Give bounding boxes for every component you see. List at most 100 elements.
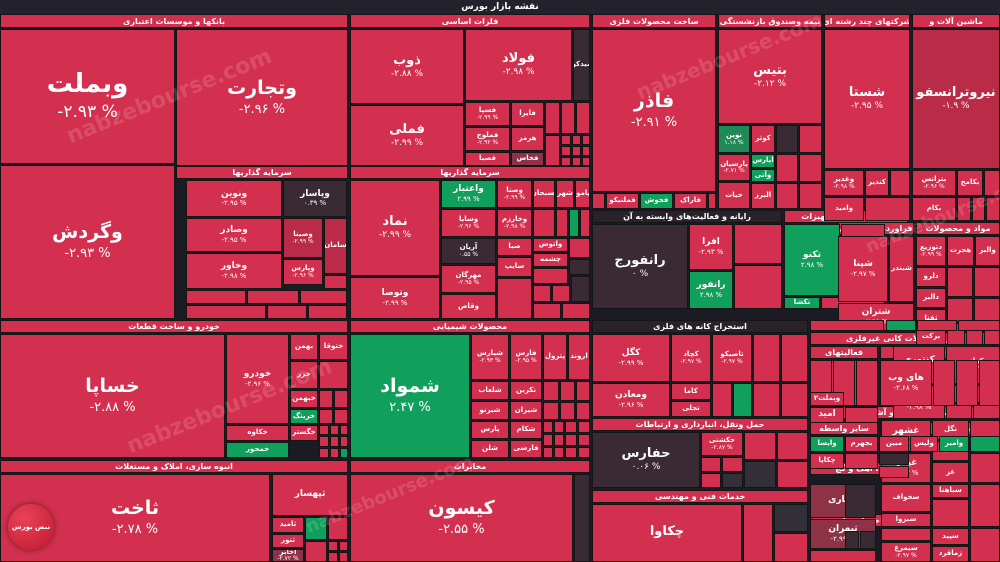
tile-tel-misc-1[interactable] — [574, 474, 590, 562]
tile-chem-misc-3[interactable] — [576, 381, 590, 401]
tile-mat-misc-4[interactable] — [974, 298, 1000, 322]
sector-header-activities[interactable]: فعالیتهای — [810, 346, 878, 359]
tile-namad[interactable]: نماد -۲.۹۹ % — [350, 180, 440, 276]
tile-br-misc-1[interactable] — [845, 484, 876, 518]
tile-nirootransfo[interactable]: نیروترانسفو -۱.۹ % — [912, 29, 1000, 169]
tile-bekam[interactable]: بکام — [912, 197, 956, 221]
tile-inv-misc-7[interactable] — [569, 259, 590, 275]
tile-auto-misc-13[interactable] — [330, 448, 339, 458]
tile-chem-misc-4[interactable] — [543, 402, 559, 420]
tile-tr-misc-4[interactable] — [722, 473, 743, 488]
tile-fazar[interactable]: فاذر -۲.۹۱ % — [592, 29, 716, 192]
tile-kisson[interactable]: چکاوا — [592, 504, 742, 562]
tile-chem-misc-12[interactable] — [554, 434, 564, 446]
tile-nm-misc-3[interactable] — [946, 404, 972, 419]
sector-header-investment[interactable]: سرمایه گذاریها — [176, 166, 348, 179]
tile-inv-misc-3[interactable] — [569, 209, 579, 237]
tile-chem-misc-18[interactable] — [578, 447, 590, 458]
tile-arian[interactable]: آریان ۰.۵۵ % — [441, 238, 496, 264]
tile-mehregan[interactable]: مهرگان -۲.۹۵ % — [441, 265, 496, 293]
tile-auto-misc-11[interactable] — [340, 436, 348, 447]
tile-chem-misc-16[interactable] — [554, 447, 564, 458]
tile-chem-misc-8[interactable] — [554, 421, 564, 433]
tile-food-misc-2[interactable] — [970, 453, 1000, 483]
tile-betarans[interactable]: بترانس -۲.۹۶ % — [912, 170, 956, 196]
tile-hefars[interactable]: حفارس ۰.۰۶ % — [592, 432, 700, 488]
tile-sabahena[interactable]: سباهنا — [932, 484, 969, 498]
sector-header-chemicals[interactable]: محصولات شیمیایی — [350, 320, 590, 333]
tile-mobin[interactable]: ولیس — [910, 436, 938, 452]
sector-header-basemetals[interactable]: فلزات اساسی — [350, 14, 590, 28]
tile-br-misc-3[interactable] — [860, 531, 876, 549]
tile-hormoz[interactable]: هرمز — [511, 127, 544, 151]
tile-inv-misc-4[interactable] — [580, 209, 590, 237]
tile-vagardesh[interactable]: وگردش -۲.۹۳ % — [0, 165, 175, 319]
tile-vatoos[interactable]: واتوس — [533, 238, 568, 252]
tile-basobhan[interactable]: بسبحان — [533, 180, 555, 208]
tile-khazar[interactable]: خزر — [290, 361, 318, 389]
tile-valber[interactable]: والبر — [975, 236, 1000, 266]
tile-ins-misc-5[interactable] — [776, 183, 798, 209]
sector-header-materials[interactable]: مواد و محصولات — [916, 222, 1000, 235]
tile-khamehvar[interactable]: خمحور — [226, 442, 289, 458]
tile-inv-misc-10[interactable] — [552, 285, 570, 302]
tile-shekam[interactable]: شکام — [510, 421, 542, 439]
tile-ins-misc-4[interactable] — [799, 154, 822, 182]
tile-re-misc-3[interactable] — [305, 541, 327, 562]
tile-tr-misc-7[interactable] — [777, 432, 808, 460]
tile-farak[interactable]: فاراک — [674, 193, 707, 209]
tile-sabzevar[interactable]: سبزوا — [881, 513, 931, 527]
tile-vanovin[interactable]: ونوین -۲.۹۵ % — [186, 180, 282, 217]
tile-ma-misc-4[interactable] — [986, 197, 1000, 221]
tile-inf-misc-2[interactable] — [956, 360, 978, 406]
tile-vaetebar[interactable]: واعتبار ۲.۹۹ % — [441, 180, 496, 208]
tile-bank-misc-1[interactable] — [324, 275, 347, 289]
tile-auto-misc-10[interactable] — [330, 436, 339, 447]
tile-re-misc-2[interactable] — [328, 517, 348, 540]
tile-bm-misc-6[interactable] — [572, 135, 581, 145]
tile-lotus[interactable]: امید — [810, 407, 844, 423]
tile-bm-misc-10[interactable] — [582, 146, 590, 156]
tile-mp-misc-2[interactable] — [708, 193, 716, 209]
tile-auto-misc-1[interactable] — [319, 361, 348, 389]
tile-shabandar[interactable]: شبندر — [889, 236, 914, 302]
tile-chem-misc-14[interactable] — [578, 434, 590, 446]
tile-cmp-misc-2[interactable] — [734, 265, 782, 309]
tile-ma-misc-3[interactable] — [972, 197, 985, 221]
tile-vapars[interactable]: وپارس -۲.۹۶ % — [283, 259, 323, 285]
tile-re-misc-7[interactable] — [339, 552, 348, 562]
tile-fesapa[interactable]: فسپا -۲.۹۹ % — [465, 102, 510, 126]
tile-shapna[interactable]: شپنا -۲.۹۷ % — [838, 236, 888, 302]
tile-auto-misc-4[interactable] — [319, 409, 333, 424]
tile-tr-misc-5[interactable] — [744, 432, 776, 460]
tile-ranforge[interactable]: رانفورج ۰ % — [592, 224, 688, 309]
tile-khebahman[interactable]: خبهمن — [290, 390, 318, 408]
tile-khetoghaa[interactable]: ختوقا — [319, 334, 348, 360]
tile-auto-misc-9[interactable] — [319, 436, 329, 447]
tile-zob[interactable]: ذوب -۲.۸۸ % — [350, 29, 464, 104]
sector-header-metalprod[interactable]: ساخت محصولات فلزی — [592, 14, 716, 28]
tile-chem-misc-5[interactable] — [560, 402, 575, 420]
tile-saip[interactable]: سایپ — [497, 257, 532, 277]
tile-khakaveh[interactable]: خکاوه — [226, 425, 289, 441]
tile-auto-misc-2[interactable] — [319, 390, 333, 408]
tile-ins-misc-6[interactable] — [799, 183, 822, 209]
tile-shahr[interactable]: شهر — [556, 180, 574, 208]
tile-fesaba[interactable]: فصبا — [465, 152, 510, 166]
tile-shalab[interactable]: شلعاب — [471, 381, 509, 400]
tile-chem-misc-10[interactable] — [578, 421, 590, 433]
tile-tajalli[interactable]: تجلی — [671, 401, 711, 417]
tile-min-misc-3[interactable] — [753, 334, 780, 382]
tile-vasina[interactable]: وصینا -۲.۹۹ % — [283, 218, 323, 258]
tile-chem-misc-7[interactable] — [543, 421, 553, 433]
tile-hejrat[interactable]: هجرت — [947, 236, 974, 266]
tile-tr-misc-6[interactable] — [744, 461, 776, 488]
tile-mat-misc-1[interactable] — [947, 267, 973, 297]
tile-cem-misc-1[interactable] — [932, 499, 969, 527]
tile-hekashti[interactable]: حکشتی -۲.۸۷ % — [701, 432, 743, 456]
tile-nekrin[interactable]: نکرین — [510, 381, 542, 400]
tile-auto-misc-12[interactable] — [319, 448, 329, 458]
tile-kechad[interactable]: کچاد -۲.۹۷ % — [671, 334, 711, 382]
tile-betis[interactable]: بتیس -۲.۱۲ % — [718, 29, 822, 124]
tile-chem-misc-2[interactable] — [560, 381, 575, 401]
